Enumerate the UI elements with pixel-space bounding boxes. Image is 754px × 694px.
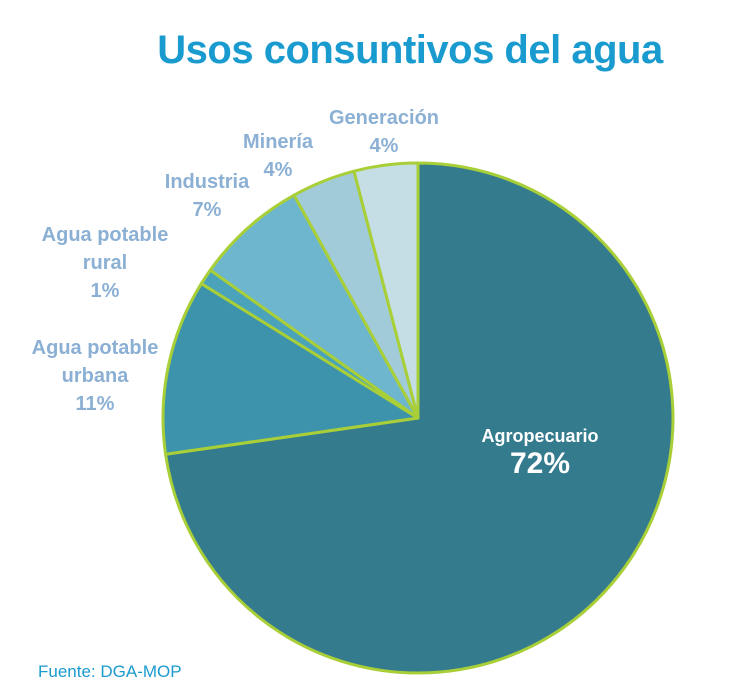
slice-label: Industria 7% [165,171,250,221]
slice-category-label: Agua potable [42,224,169,246]
slice-value-label: 7% [193,199,222,221]
chart-source: Fuente: DGA-MOP [38,662,182,681]
pie-slice [352,161,420,420]
slice-category-label: urbana [62,365,130,387]
slice-value-label: 4% [264,159,293,181]
slice-category-label: Minería [243,131,314,153]
slice-category-label: Industria [165,171,250,193]
slice-label: Minería 4% [243,131,314,181]
slice-category-label: Agropecuario [481,426,598,446]
slice-category-label: rural [83,252,127,274]
pie-slice [161,282,420,456]
slice-value-label: 11% [76,393,115,415]
slice-label: Agua potable rural 1% [42,224,169,302]
slice-value-label: 1% [91,280,120,302]
slice-category-label: Generación [329,107,439,129]
pie-slice [208,193,420,420]
chart-title: Usos consuntivos del agua [157,28,663,72]
slice-value-label: 4% [370,135,399,157]
slice-label: Generación 4% [329,107,439,157]
slice-category-label: Agua potable [32,337,159,359]
slice-label: Agua potable urbana 11% [32,337,159,415]
slice-value-label: 72% [510,447,570,480]
